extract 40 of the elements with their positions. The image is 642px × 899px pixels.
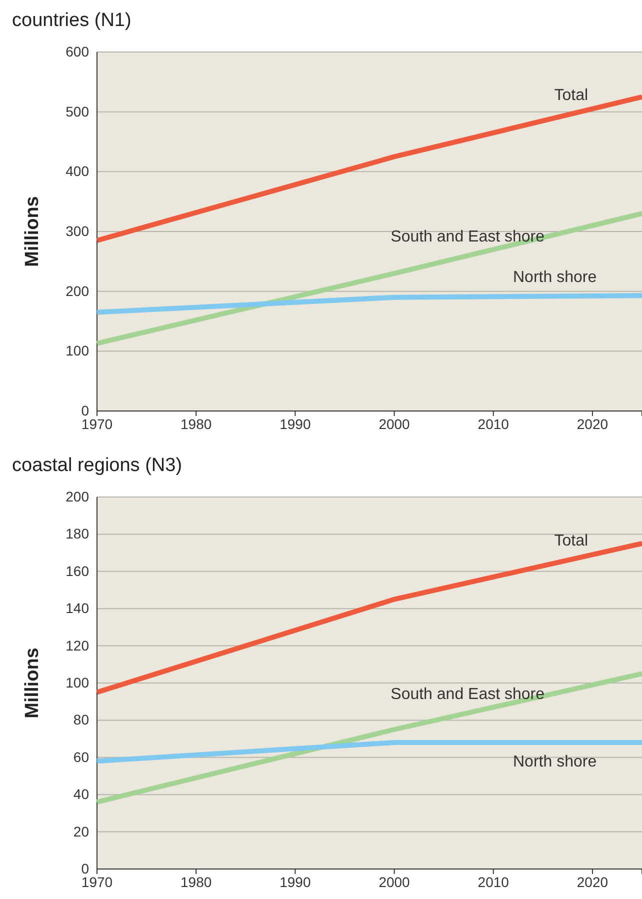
y-tick-label: 100 xyxy=(66,342,90,359)
x-tick-label: 1970 xyxy=(81,416,113,432)
series-label: Total xyxy=(554,86,588,104)
y-tick-label: 100 xyxy=(66,674,90,690)
y-tick-label: 20 xyxy=(73,823,90,840)
y-tick-label: 500 xyxy=(66,103,90,120)
y-tick-label: 0 xyxy=(81,402,90,418)
series-label: North shore xyxy=(513,754,597,771)
y-tick-label: 180 xyxy=(66,526,90,542)
series-label: South and East shore xyxy=(390,228,545,246)
x-tick-label: 2010 xyxy=(478,874,510,890)
x-tick-label: 2010 xyxy=(478,416,510,432)
y-axis-title: Millions xyxy=(22,648,43,718)
y-tick-label: 300 xyxy=(66,222,90,239)
x-tick-label: 1980 xyxy=(180,416,212,432)
series-label: North shore xyxy=(513,269,597,286)
x-tick-label: 1990 xyxy=(280,416,311,432)
y-tick-label: 200 xyxy=(66,282,90,299)
x-tick-label: 2000 xyxy=(378,874,410,890)
series-label: Total xyxy=(554,532,588,550)
y-tick-label: 120 xyxy=(66,637,90,654)
y-tick-label: 200 xyxy=(66,488,90,504)
y-tick-label: 40 xyxy=(73,786,90,802)
y-tick-label: 400 xyxy=(66,163,90,180)
x-tick-label: 1990 xyxy=(280,874,311,890)
x-tick-label: 2000 xyxy=(378,416,410,432)
series-label: South and East shore xyxy=(390,686,545,703)
y-tick-label: 0 xyxy=(81,860,90,876)
chart-title: countries (N1) xyxy=(12,10,132,31)
y-tick-label: 160 xyxy=(66,562,90,579)
x-tick-label: 2020 xyxy=(576,874,608,890)
chart-title: coastal regions (N3) xyxy=(12,455,182,476)
y-axis-title: Millions xyxy=(22,196,43,267)
y-tick-label: 60 xyxy=(73,748,90,765)
y-tick-label: 600 xyxy=(66,43,90,60)
x-tick-label: 1970 xyxy=(81,874,113,890)
x-tick-label: 1980 xyxy=(180,874,212,890)
y-tick-label: 80 xyxy=(73,712,90,728)
y-tick-label: 140 xyxy=(66,600,90,616)
x-tick-label: 2020 xyxy=(576,416,608,432)
